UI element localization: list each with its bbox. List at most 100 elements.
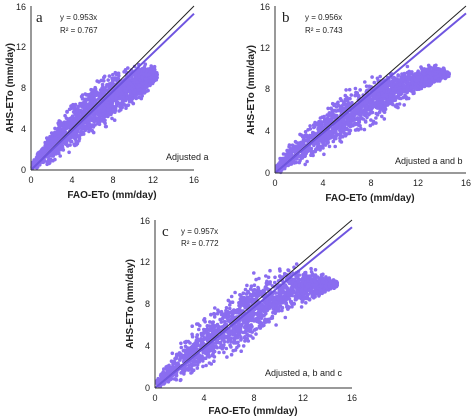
scatter-point bbox=[388, 93, 393, 98]
scatter-point bbox=[196, 322, 200, 326]
scatter-point bbox=[405, 90, 409, 95]
scatter-point bbox=[128, 90, 132, 94]
scatter-point bbox=[90, 94, 94, 99]
scatter-point bbox=[410, 77, 414, 82]
scatter-point bbox=[229, 352, 234, 357]
scatter-point bbox=[364, 84, 369, 88]
scatter-point bbox=[64, 116, 69, 120]
scatter-point bbox=[285, 148, 290, 153]
equation-b: y = 0.956x bbox=[305, 13, 342, 22]
scatter-point bbox=[403, 80, 407, 84]
scatter-point bbox=[375, 113, 380, 117]
scatter-point bbox=[102, 75, 106, 80]
scatter-point bbox=[433, 72, 438, 76]
scatter-point bbox=[427, 79, 431, 83]
scatter-point bbox=[270, 316, 275, 320]
scatter-point bbox=[419, 86, 424, 91]
x-tick-label: 4 bbox=[320, 178, 325, 188]
scatter-point bbox=[403, 85, 408, 89]
scatter-point bbox=[391, 102, 395, 107]
scatter-point bbox=[352, 113, 357, 117]
scatter-point bbox=[228, 343, 232, 348]
scatter-point bbox=[414, 79, 419, 83]
fit-line-a bbox=[30, 12, 195, 171]
scatter-point bbox=[336, 108, 340, 113]
scatter-point bbox=[339, 98, 344, 103]
scatter-point bbox=[245, 336, 249, 341]
scatter-point bbox=[289, 286, 293, 290]
scatter-point bbox=[372, 80, 377, 85]
scatter-point bbox=[308, 124, 312, 128]
scatter-point bbox=[87, 92, 91, 97]
scatter-point bbox=[422, 72, 427, 76]
panel-letter-b: b bbox=[282, 10, 290, 26]
scatter-point bbox=[91, 115, 96, 120]
scatter-point bbox=[239, 338, 243, 342]
scatter-point bbox=[308, 147, 312, 151]
scatter-point bbox=[179, 345, 184, 350]
scatter-point bbox=[334, 136, 338, 141]
scatter-point bbox=[241, 295, 246, 300]
scatter-point bbox=[97, 93, 102, 97]
scatter-point bbox=[428, 71, 432, 76]
scatter-point bbox=[363, 113, 367, 117]
scatter-point bbox=[141, 72, 145, 76]
scatter-point bbox=[67, 107, 72, 112]
scatter-point bbox=[102, 106, 107, 110]
y-tick-label: 8 bbox=[265, 84, 270, 94]
scatter-point bbox=[61, 128, 66, 133]
x-ticks-b: 0 4 8 12 16 bbox=[272, 178, 471, 188]
scatter-point bbox=[73, 143, 77, 148]
scatter-point bbox=[273, 275, 277, 280]
scatter-point bbox=[283, 157, 288, 161]
scatter-point bbox=[396, 90, 401, 95]
scatter-point bbox=[268, 280, 273, 284]
scatter-point bbox=[102, 119, 106, 124]
scatter-point bbox=[150, 70, 155, 74]
scatter-point bbox=[413, 85, 418, 90]
scatter-point bbox=[132, 90, 137, 95]
scatter-point bbox=[202, 318, 206, 322]
scatter-point bbox=[95, 112, 100, 116]
scatter-point bbox=[68, 143, 72, 147]
point-cloud-a bbox=[30, 62, 159, 171]
scatter-point bbox=[119, 95, 123, 99]
scatter-point bbox=[334, 125, 339, 129]
scatter-point bbox=[130, 97, 134, 101]
scatter-point bbox=[66, 121, 71, 126]
scatter-point bbox=[324, 275, 328, 279]
scatter-point bbox=[319, 121, 323, 126]
scatter-point bbox=[173, 357, 177, 361]
scatter-point bbox=[338, 106, 343, 110]
scatter-point bbox=[316, 127, 321, 132]
scatter-point bbox=[331, 139, 336, 144]
scatter-point bbox=[287, 291, 291, 295]
scatter-point bbox=[372, 104, 377, 108]
scatter-point bbox=[100, 102, 105, 107]
scatter-point bbox=[123, 86, 127, 90]
adjustment-note-b: Adjusted a and b bbox=[395, 156, 463, 166]
scatter-point bbox=[48, 160, 52, 165]
scatter-point bbox=[276, 305, 281, 310]
scatter-point bbox=[72, 136, 76, 140]
scatter-point bbox=[204, 363, 208, 368]
scatter-point bbox=[217, 328, 221, 332]
scatter-point bbox=[318, 148, 322, 152]
x-tick-label: 12 bbox=[413, 178, 423, 188]
scatter-point bbox=[124, 92, 129, 96]
scatter-point bbox=[356, 123, 361, 127]
scatter-point bbox=[393, 78, 398, 82]
y-tick-label: 12 bbox=[260, 43, 270, 53]
scatter-point bbox=[92, 119, 96, 123]
scatter-point bbox=[230, 314, 235, 318]
scatter-point bbox=[423, 79, 427, 84]
x-tick-label: 16 bbox=[189, 175, 199, 185]
scatter-point bbox=[201, 364, 205, 369]
scatter-point bbox=[38, 163, 42, 167]
scatter-point bbox=[326, 106, 330, 111]
scatter-point bbox=[400, 78, 404, 82]
scatter-point bbox=[346, 120, 350, 125]
scatter-point bbox=[170, 351, 175, 356]
scatter-point bbox=[349, 93, 354, 97]
scatter-point bbox=[179, 341, 183, 346]
